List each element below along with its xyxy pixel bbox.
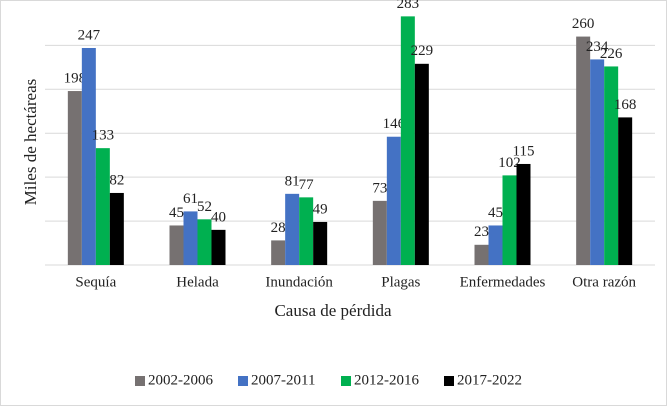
bar	[474, 244, 489, 265]
data-label: 82	[109, 172, 124, 188]
data-label: 40	[211, 209, 226, 225]
bar	[271, 240, 286, 265]
bar	[516, 163, 531, 265]
x-axis-label: Causa de pérdida	[274, 301, 392, 320]
x-tick-label: Plagas	[381, 274, 420, 290]
data-label: 102	[498, 155, 521, 171]
legend-label: 2002-2006	[148, 372, 213, 388]
data-label: 23	[474, 224, 489, 240]
bar	[313, 221, 328, 265]
data-label: 234	[586, 39, 609, 55]
bar	[502, 175, 517, 265]
bar	[488, 225, 503, 265]
data-label: 229	[411, 43, 434, 59]
legend-swatch	[135, 376, 145, 386]
data-label: 168	[614, 97, 637, 113]
y-axis-label: Miles de hectáreas	[21, 79, 40, 206]
data-label: 28	[271, 220, 286, 236]
bar	[299, 197, 314, 265]
x-tick-label: Enfermedades	[460, 274, 546, 290]
bar	[67, 91, 82, 266]
bar	[109, 192, 124, 265]
x-tick-label: Sequía	[75, 274, 116, 290]
data-label: 45	[488, 205, 503, 221]
data-label: 247	[78, 27, 101, 43]
legend-label: 2007-2011	[251, 372, 315, 388]
legend-swatch	[444, 376, 454, 386]
data-label: 146	[383, 116, 406, 132]
legend-label: 2017-2022	[457, 372, 522, 388]
bar	[285, 193, 300, 265]
legend-label: 2012-2016	[354, 372, 419, 388]
bar	[604, 66, 619, 265]
x-tick-label: Inundación	[265, 274, 333, 290]
bar	[618, 117, 633, 266]
data-label: 52	[197, 199, 212, 215]
bar	[183, 211, 198, 265]
bar	[386, 136, 401, 265]
data-label: 45	[169, 205, 184, 221]
x-tick-label: Helada	[176, 274, 219, 290]
bar	[197, 219, 212, 265]
data-label: 115	[513, 143, 535, 159]
bar	[211, 229, 226, 265]
bar	[81, 47, 96, 265]
bar	[169, 225, 184, 265]
x-tick-label: Otra razón	[572, 274, 636, 290]
legend-swatch	[341, 376, 351, 386]
bar	[400, 16, 415, 265]
bar	[95, 148, 110, 265]
data-label: 49	[313, 201, 328, 217]
bar	[414, 63, 429, 265]
data-label: 81	[285, 173, 300, 189]
data-label: 77	[299, 177, 315, 193]
data-label: 61	[183, 191, 198, 207]
bar	[590, 59, 605, 265]
data-label: 226	[600, 46, 623, 62]
data-label: 133	[92, 128, 115, 144]
data-label: 260	[572, 16, 595, 32]
bar	[576, 36, 591, 266]
bar	[372, 200, 387, 265]
data-label: 73	[372, 180, 387, 196]
legend-swatch	[238, 376, 248, 386]
data-label: 198	[64, 70, 87, 86]
data-label: 283	[397, 0, 420, 12]
